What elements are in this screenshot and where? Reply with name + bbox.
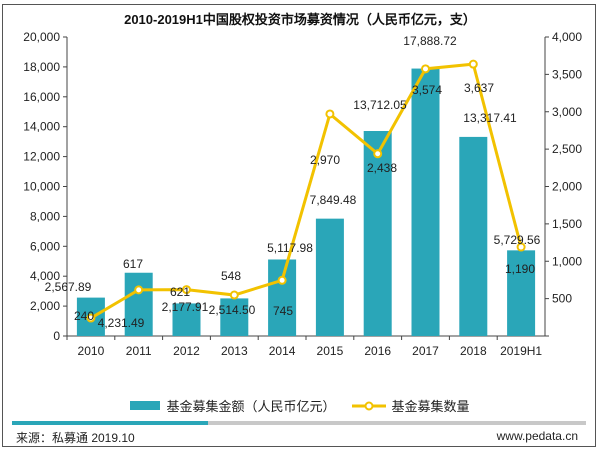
legend-label-bar: 基金募集金额（人民币亿元） (166, 399, 336, 414)
footer-divider-accent (12, 421, 208, 425)
line-data-label: 745 (273, 304, 293, 318)
chart-title: 2010-2019H1中国股权投资市场募资情况（人民币亿元，支） (124, 12, 476, 27)
x-tick-label: 2010 (78, 344, 105, 358)
line-point (229, 290, 239, 300)
bar-data-label: 5,729.56 (494, 233, 541, 247)
left-tick-label: 0 (53, 329, 60, 343)
left-tick-label: 18,000 (23, 60, 60, 74)
line-point (468, 59, 478, 69)
x-tick-label: 2014 (269, 344, 296, 358)
left-tick-label: 6,000 (30, 239, 60, 253)
bar-data-label: 2,177.91 (162, 300, 209, 314)
left-tick-label: 2,000 (30, 299, 60, 313)
left-tick-label: 16,000 (23, 90, 60, 104)
right-tick-label: 500 (552, 292, 572, 306)
line-point (86, 313, 96, 323)
bar (124, 272, 153, 336)
legend-label-line: 基金募集数量 (391, 399, 470, 414)
line-data-label: 240 (74, 309, 94, 323)
line-data-label: 617 (123, 257, 143, 271)
line-data-label: 2,970 (310, 153, 340, 167)
left-tick-label: 14,000 (23, 120, 60, 134)
bar-data-label: 7,849.48 (310, 193, 357, 207)
bar (507, 250, 536, 336)
line-data-label: 3,574 (412, 83, 442, 97)
line-point (325, 109, 335, 119)
chart-frame (2, 4, 596, 447)
legend-swatch-line (351, 401, 386, 410)
x-tick-label: 2017 (412, 344, 439, 358)
line-data-label: 2,438 (367, 161, 397, 175)
x-tick-label: 2015 (317, 344, 344, 358)
bar-data-label: 13,712.05 (353, 98, 407, 112)
right-tick-label: 1,500 (552, 217, 582, 231)
bar (268, 259, 297, 336)
bar-data-label: 17,888.72 (403, 34, 457, 48)
left-tick-label: 20,000 (23, 30, 60, 44)
website-text: www.pedata.cn (496, 429, 578, 443)
bar (172, 303, 201, 336)
legend-swatch-bar (130, 401, 161, 410)
source-text: 来源：私募通 2019.10 (16, 431, 135, 445)
bar-data-label: 4,231.49 (98, 316, 145, 330)
left-tick-label: 8,000 (30, 209, 60, 223)
line-point (182, 285, 191, 295)
line-point (373, 149, 383, 159)
x-tick-label: 2013 (221, 344, 248, 358)
right-tick-label: 4,000 (552, 30, 582, 44)
line-point (134, 285, 144, 295)
bar (315, 218, 344, 336)
left-tick-label: 4,000 (30, 269, 60, 283)
legend: 基金募集金额（人民币亿元） 基金募集数量 (0, 396, 600, 415)
right-tick-label: 2,000 (552, 180, 582, 194)
bar (220, 298, 249, 336)
line-data-label: 621 (170, 285, 190, 299)
bar (363, 131, 392, 336)
left-tick-label: 12,000 (23, 150, 60, 164)
bar-data-label: 2,514.50 (209, 303, 256, 317)
left-tick-label: 10,000 (23, 180, 60, 194)
count-line (90, 62, 523, 320)
x-tick-label: 2011 (126, 344, 152, 358)
x-tick-label: 2018 (460, 344, 487, 358)
line-point (516, 242, 526, 252)
right-tick-label: 2,500 (552, 142, 582, 156)
line-data-label: 1,190 (505, 262, 535, 276)
x-tick-label: 2016 (364, 344, 391, 358)
footer-divider (12, 421, 586, 425)
bar (411, 68, 440, 337)
line-point (421, 64, 430, 74)
right-tick-label: 3,000 (552, 105, 582, 119)
bar-data-label: 13,317.41 (463, 111, 517, 125)
right-tick-label: 3,500 (552, 67, 582, 81)
right-tick-label: 1,000 (552, 254, 582, 268)
bar-data-label: 5,117.98 (267, 241, 313, 255)
bar-data-label: 2,567.89 (45, 280, 92, 294)
line-data-label: 3,637 (464, 81, 494, 95)
line-data-label: 548 (221, 269, 241, 283)
bar (459, 136, 488, 336)
x-tick-label: 2019H1 (500, 344, 542, 358)
x-tick-label: 2012 (173, 344, 200, 358)
line-point (277, 275, 287, 285)
